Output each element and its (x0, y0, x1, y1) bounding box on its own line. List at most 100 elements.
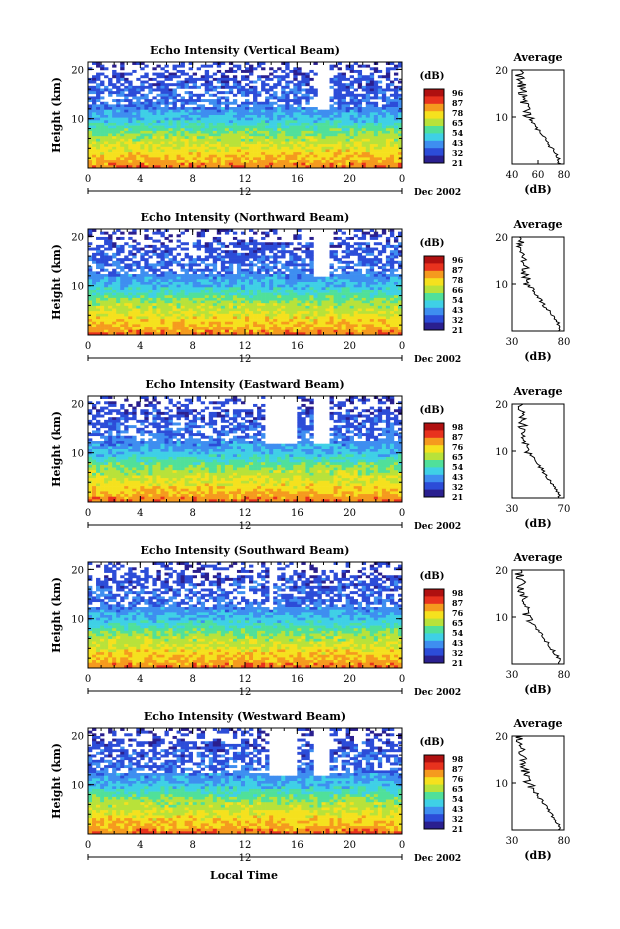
heatmap-cell (96, 115, 101, 118)
heatmap-cell (265, 313, 270, 317)
heatmap-cell (240, 284, 246, 288)
heatmap-cell (273, 122, 278, 126)
heatmap-cell (245, 88, 250, 92)
colorbar-swatch (424, 135, 444, 139)
heatmap-cell (188, 96, 193, 100)
heatmap-cell (397, 157, 403, 161)
heatmap-cell (381, 289, 387, 293)
heatmap-cell (385, 268, 391, 272)
heatmap-cell (349, 125, 354, 129)
heatmap-cell (136, 146, 141, 150)
heatmap-cell (273, 160, 278, 163)
heatmap-cell (92, 85, 97, 89)
heatmap-cell (261, 115, 266, 118)
heatmap-cell (236, 305, 242, 309)
heatmap-cell (140, 268, 145, 272)
heatmap-cell (309, 77, 314, 81)
heatmap-cell (224, 250, 230, 254)
heatmap-cell (204, 162, 210, 166)
heatmap-cell (216, 157, 222, 161)
heatmap-cell (365, 162, 371, 166)
heatmap-cell (120, 152, 125, 156)
heatmap-cell (289, 120, 294, 124)
heatmap-cell (204, 149, 210, 153)
heatmap-cell (305, 319, 310, 323)
heatmap-cell (309, 88, 314, 92)
heatmap-cell (104, 146, 109, 150)
heatmap-cell (148, 112, 153, 116)
heatmap-cell (144, 236, 149, 240)
heatmap-cell (305, 321, 310, 325)
heatmap-cell (285, 67, 290, 71)
heatmap-cell (297, 305, 302, 309)
heatmap-cell (245, 327, 250, 330)
heatmap-cell (204, 321, 210, 325)
heatmap-cell (148, 85, 153, 89)
heatmap-cell (365, 138, 371, 142)
heatmap-cell (172, 83, 177, 87)
heatmap-cell (208, 274, 214, 277)
heatmap-cell (373, 154, 379, 158)
heatmap-cell (329, 160, 334, 163)
heatmap-cell (136, 77, 141, 81)
heatmap-cell (96, 258, 101, 262)
heatmap-cell (321, 154, 326, 158)
heatmap-cell (261, 287, 266, 291)
heatmap-cell (377, 80, 383, 84)
heatmap-cell (329, 255, 334, 259)
heatmap-cell (377, 284, 383, 288)
heatmap-cell (253, 311, 258, 315)
heatmap-cell (353, 157, 359, 161)
heatmap-cell (245, 165, 250, 169)
heatmap-cell (325, 130, 330, 134)
heatmap-cell (357, 319, 363, 323)
heatmap-cell (156, 83, 161, 87)
heatmap-cell (108, 133, 113, 137)
heatmap-cell (104, 160, 109, 163)
heatmap-cell (361, 165, 367, 169)
heatmap-cell (341, 107, 346, 110)
heatmap-cell (116, 80, 121, 84)
heatmap-cell (249, 284, 254, 288)
heatmap-cell (228, 77, 234, 81)
heatmap-cell (212, 279, 218, 283)
heatmap-cell (144, 146, 149, 150)
heatmap-cell (317, 109, 322, 113)
heatmap-cell (144, 80, 149, 84)
heatmap-cell (192, 93, 197, 97)
profile-y-tick-label: 20 (495, 66, 508, 77)
heatmap-cell (160, 99, 165, 103)
heatmap-cell (269, 101, 274, 105)
heatmap-cell (216, 77, 222, 81)
heatmap-cell (289, 117, 294, 121)
heatmap-cell (301, 321, 306, 325)
heatmap-cell (261, 104, 266, 108)
heatmap-cell (116, 287, 121, 291)
heatmap-cell (249, 133, 254, 137)
colorbar-swatch (424, 96, 444, 100)
heatmap-cell (148, 284, 153, 288)
heatmap-cell (337, 91, 342, 95)
heatmap-cell (285, 157, 290, 161)
heatmap-cell (389, 244, 395, 248)
heatmap-cell (397, 287, 403, 291)
heatmap-cell (96, 128, 101, 132)
heatmap-cell (389, 263, 395, 267)
heatmap-cell (188, 268, 193, 272)
heatmap-cell (236, 324, 242, 328)
heatmap-cell (236, 287, 242, 291)
heatmap-cell (285, 266, 290, 270)
heatmap-cell (281, 327, 286, 330)
heatmap-cell (184, 101, 189, 105)
heatmap-cell (220, 152, 226, 156)
heatmap-cell (148, 136, 153, 140)
heatmap-cell (329, 324, 334, 328)
heatmap-cell (220, 258, 226, 262)
heatmap-cell (353, 274, 359, 277)
heatmap-cell (277, 305, 282, 309)
heatmap-cell (200, 162, 206, 166)
heatmap-cell (325, 125, 330, 129)
heatmap-cell (228, 297, 234, 301)
heatmap-cell (349, 271, 354, 275)
heatmap-cell (180, 300, 185, 304)
